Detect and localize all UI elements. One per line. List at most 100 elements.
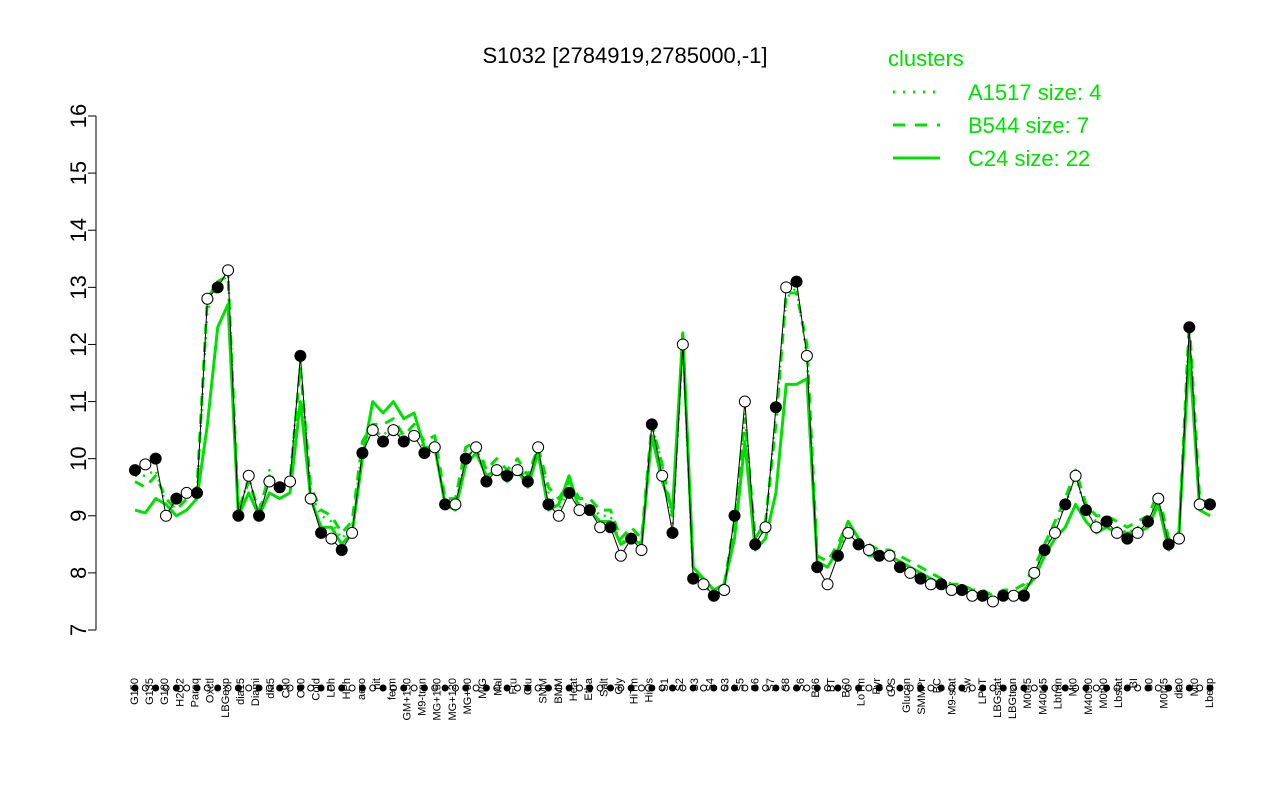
data-point [1017,589,1030,602]
x-tick-dot [1051,684,1059,692]
x-tick-dot [948,684,956,692]
x-tick-label: S4 [704,678,716,691]
x-tick-label: S3 [689,678,701,691]
x-tick-dot [751,684,759,692]
x-tick-dot [648,684,656,692]
data-point [439,498,452,511]
data-point [180,486,193,499]
x-tick-label: BC [931,678,943,693]
x-tick-label: S2 [674,678,686,691]
x-tick-label: GM+150 [401,678,413,721]
data-point [356,446,369,459]
x-tick-dot [410,684,418,692]
x-tick-labels: G150 G135 G180 H2O2 Paraq Oxctl LBGexp dia15 Dia… [129,677,1216,720]
data-point [914,572,927,585]
x-tick-label: M/G [477,678,489,699]
x-tick-label: Mt0 [1189,678,1201,696]
data-point [604,521,617,534]
x-tick-dot [131,684,139,692]
legend-label-b544: B544 size: 7 [968,113,1089,138]
data-point [1131,526,1144,539]
x-tick-label: dia5 [265,678,277,699]
x-tick-dot [513,684,521,692]
x-tick-dot [1010,684,1018,692]
x-tick-label: C30 [295,678,307,698]
x-tick-dot [307,684,315,692]
x-tick-dot [834,684,842,692]
x-tick-dot [286,684,294,692]
x-tick-dot [1061,684,1069,692]
x-tick-dot [1123,684,1131,692]
data-point [366,424,379,437]
data-point [986,595,999,608]
data-point [397,435,410,448]
x-tick-dot [1072,684,1080,692]
x-tick-label: B36 [810,678,822,698]
data-point [625,532,638,545]
x-tick-label: SMM [538,678,550,704]
data-point [707,589,720,602]
data-point [759,521,772,534]
data-point [728,509,741,522]
legend-label-a1517: A1517 size: 4 [968,80,1101,105]
series-line-solid [134,303,1211,603]
data-point [563,486,576,499]
x-tick-label: S8 [780,678,792,691]
y-tick-label: 12 [66,332,91,356]
data-point [635,544,648,557]
data-point [966,589,979,602]
data-point [490,464,503,477]
x-tick-dot [565,684,573,692]
data-point [594,521,607,534]
data-point [521,475,534,488]
x-tick-dot [1154,684,1162,692]
x-tick-dot [1134,684,1142,692]
data-point [1172,532,1185,545]
x-tick-dot [813,684,821,692]
data-point [1183,321,1196,334]
x-tick-label: MG+90 [462,678,474,714]
x-tick-label: ferm [386,678,398,700]
x-tick-dot [575,684,583,692]
x-tick-label: B60 [841,678,853,698]
x-tick-label: S3 [719,678,731,691]
data-point [222,264,235,277]
x-tick-dot [379,684,387,692]
data-point [883,549,896,562]
x-tick-label: Lbexp [1204,678,1216,708]
x-tick-dot [524,684,532,692]
x-tick-label: Pyr [871,678,883,695]
x-tick-label: Mal [492,678,504,696]
x-tick-dot [596,684,604,692]
x-tick-dot [999,684,1007,692]
x-tick-dot [1030,684,1038,692]
x-tick-dot [875,684,883,692]
x-tick-dot [720,684,728,692]
x-tick-label: Salt [598,678,610,697]
legend-title: clusters [888,46,964,71]
data-point [542,498,555,511]
x-tick-dot [627,684,635,692]
x-tick-dot [369,684,377,692]
x-tick-label: M40t45 [1037,678,1049,715]
data-point [273,481,286,494]
y-tick-label: 10 [66,446,91,470]
x-tick-label: Diami [250,678,262,706]
data-point [418,446,431,459]
data-point [242,469,255,482]
x-tick-label: BMM [553,678,565,704]
data-point [583,504,596,517]
x-tick-label: M40t90 [1083,678,1095,715]
data-point [470,441,483,454]
x-tick-dot [762,684,770,692]
x-tick-dot [741,684,749,692]
data-point [139,458,152,471]
x-tick-dot [441,684,449,692]
x-tick-dot [389,684,397,692]
x-tick-label: G180 [159,678,171,705]
data-point [738,395,751,408]
data-point [1028,566,1041,579]
data-point [831,549,844,562]
x-tick-dot [1020,684,1028,692]
y-tick-label: 9 [66,510,91,522]
